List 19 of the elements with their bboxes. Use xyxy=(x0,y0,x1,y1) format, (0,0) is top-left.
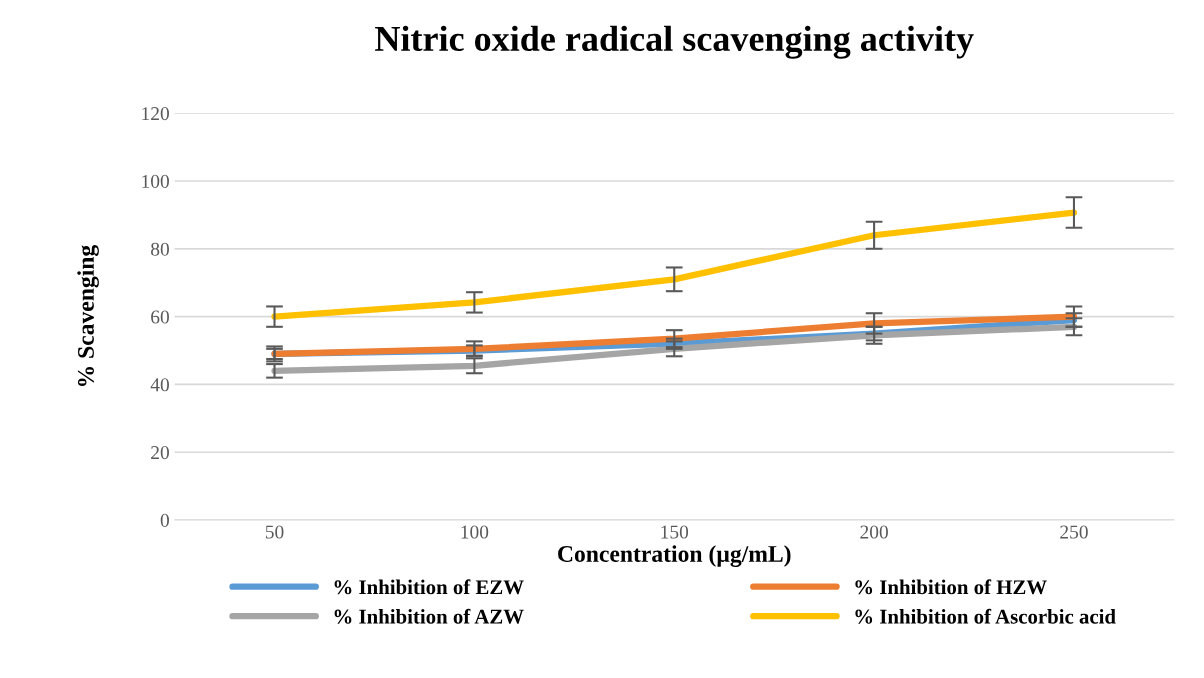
y-tick-label: 80 xyxy=(151,242,169,256)
y-tick-label: 40 xyxy=(150,378,169,392)
x-tick-label: 200 xyxy=(860,525,888,539)
y-tick-label: 20 xyxy=(151,446,169,460)
x-tick-label: 150 xyxy=(661,525,689,539)
y-axis-title: % Scavenging xyxy=(77,245,99,387)
x-tick-label: 250 xyxy=(1060,525,1088,539)
x-tick-label: 50 xyxy=(265,525,284,539)
x-axis-title: Concentration (µg/mL) xyxy=(558,545,791,567)
legend-label: % Inhibition of HZW xyxy=(855,579,1047,595)
legend-label: % Inhibition of Ascorbic acid xyxy=(855,608,1116,624)
chart-title: Nitric oxide radical scavenging activity xyxy=(375,25,974,59)
x-tick-label: 100 xyxy=(461,525,489,539)
y-tick-label: 100 xyxy=(142,174,169,188)
legend-label: % Inhibition of AZW xyxy=(334,608,524,624)
y-tick-label: 60 xyxy=(151,310,169,324)
legend-label: % Inhibition of EZW xyxy=(334,579,524,595)
y-tick-label: 120 xyxy=(142,107,169,121)
y-tick-label: 0 xyxy=(160,513,169,527)
